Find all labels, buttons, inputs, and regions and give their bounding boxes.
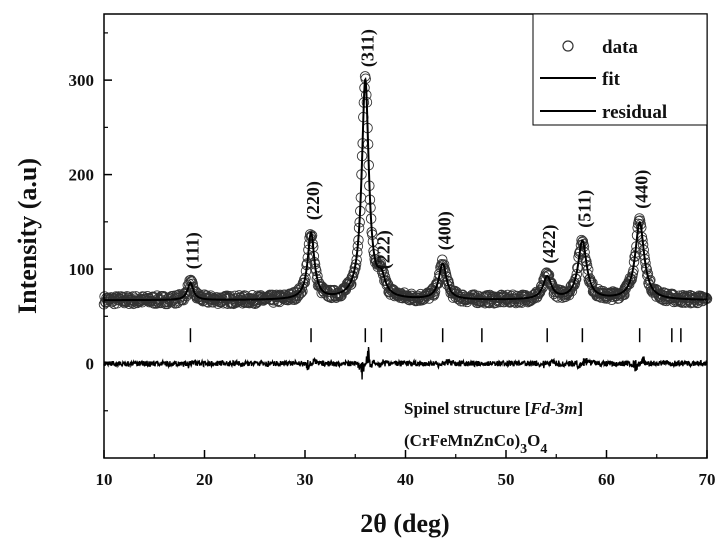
x-tick-label: 60 xyxy=(598,470,615,489)
legend-data-label: data xyxy=(602,37,638,58)
x-tick-label: 40 xyxy=(397,470,414,489)
residual-series xyxy=(104,347,707,379)
x-tick-label: 70 xyxy=(699,470,716,489)
residual-line xyxy=(104,347,707,379)
x-axis-ticks: 10 20 30 40 50 60 70 xyxy=(96,450,716,489)
peak-label: (220) xyxy=(303,181,324,220)
peak-label: (311) xyxy=(357,29,378,67)
xrd-chart: 10 20 30 40 50 60 70 0 100 200 300 (111) (220) (311… xyxy=(0,0,726,544)
x-tick-label: 50 xyxy=(498,470,515,489)
structure-annotation: Spinel structure [Fd-3m] xyxy=(404,399,583,418)
peak-label: (440) xyxy=(632,170,653,209)
peak-label: (511) xyxy=(574,190,595,228)
legend: data fit residual xyxy=(533,14,707,125)
y-axis-ticks: 0 100 200 300 xyxy=(69,33,113,411)
y-tick-label: 200 xyxy=(69,166,95,185)
y-tick-label: 100 xyxy=(69,260,95,279)
reflection-ticks xyxy=(190,328,680,342)
legend-fit-label: fit xyxy=(602,69,621,90)
y-axis-title: Intensity (a.u) xyxy=(13,158,42,314)
peak-label: (422) xyxy=(539,225,560,264)
peak-label: (222) xyxy=(373,230,394,269)
x-tick-label: 10 xyxy=(96,470,113,489)
x-tick-label: 20 xyxy=(196,470,213,489)
formula-annotation: (CrFeMnZnCo)3O4 xyxy=(404,431,547,457)
peak-label: (400) xyxy=(435,211,456,250)
y-tick-label: 0 xyxy=(86,355,95,374)
legend-residual-label: residual xyxy=(602,102,667,123)
peak-label: (111) xyxy=(182,232,203,269)
x-tick-label: 30 xyxy=(297,470,314,489)
x-axis-title: 2θ (deg) xyxy=(360,509,449,538)
y-tick-label: 300 xyxy=(69,71,95,90)
